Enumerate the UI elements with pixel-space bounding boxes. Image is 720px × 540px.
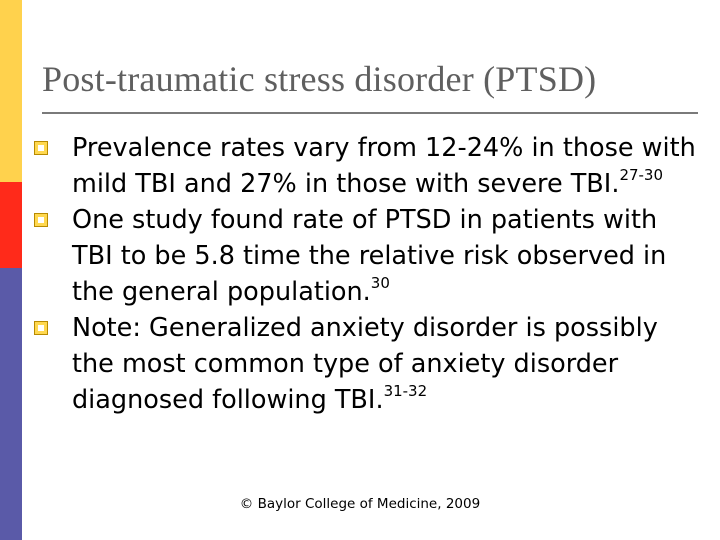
slide-title: Post-traumatic stress disorder (PTSD) <box>42 59 597 99</box>
left-strip-red <box>0 182 22 268</box>
citation: 31-32 <box>383 382 428 400</box>
bullet-item: Prevalence rates vary from 12-24% in tho… <box>34 130 702 202</box>
bullet-text: Note: Generalized anxiety disorder is po… <box>72 313 658 415</box>
bullet-text: One study found rate of PTSD in patients… <box>72 205 667 307</box>
footer-copyright: © Baylor College of Medicine, 2009 <box>239 496 481 512</box>
left-strip-blue <box>0 268 22 540</box>
bullet-item: One study found rate of PTSD in patients… <box>34 202 702 310</box>
bullet-text: Prevalence rates vary from 12-24% in tho… <box>72 133 696 199</box>
bullet-item: Note: Generalized anxiety disorder is po… <box>34 310 702 418</box>
citation: 27-30 <box>619 166 664 184</box>
square-bullet-icon <box>34 321 48 335</box>
square-bullet-icon <box>34 141 48 155</box>
citation: 30 <box>370 274 390 292</box>
bullet-list: Prevalence rates vary from 12-24% in tho… <box>34 130 702 418</box>
square-bullet-icon <box>34 213 48 227</box>
title-underline <box>42 112 698 114</box>
left-strip-yellow <box>0 0 22 182</box>
